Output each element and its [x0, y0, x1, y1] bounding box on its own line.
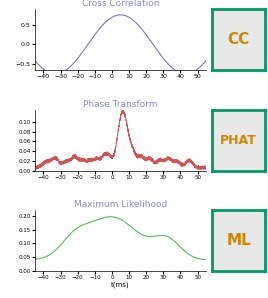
- Title: Maximum Likelihood: Maximum Likelihood: [74, 201, 167, 209]
- Text: CC: CC: [228, 32, 250, 47]
- X-axis label: t(ms): t(ms): [111, 282, 130, 288]
- Title: Cross Correlation: Cross Correlation: [82, 0, 159, 8]
- Text: PHAT: PHAT: [220, 134, 257, 147]
- Title: Phase Transform: Phase Transform: [83, 100, 158, 109]
- Text: ML: ML: [226, 233, 251, 248]
